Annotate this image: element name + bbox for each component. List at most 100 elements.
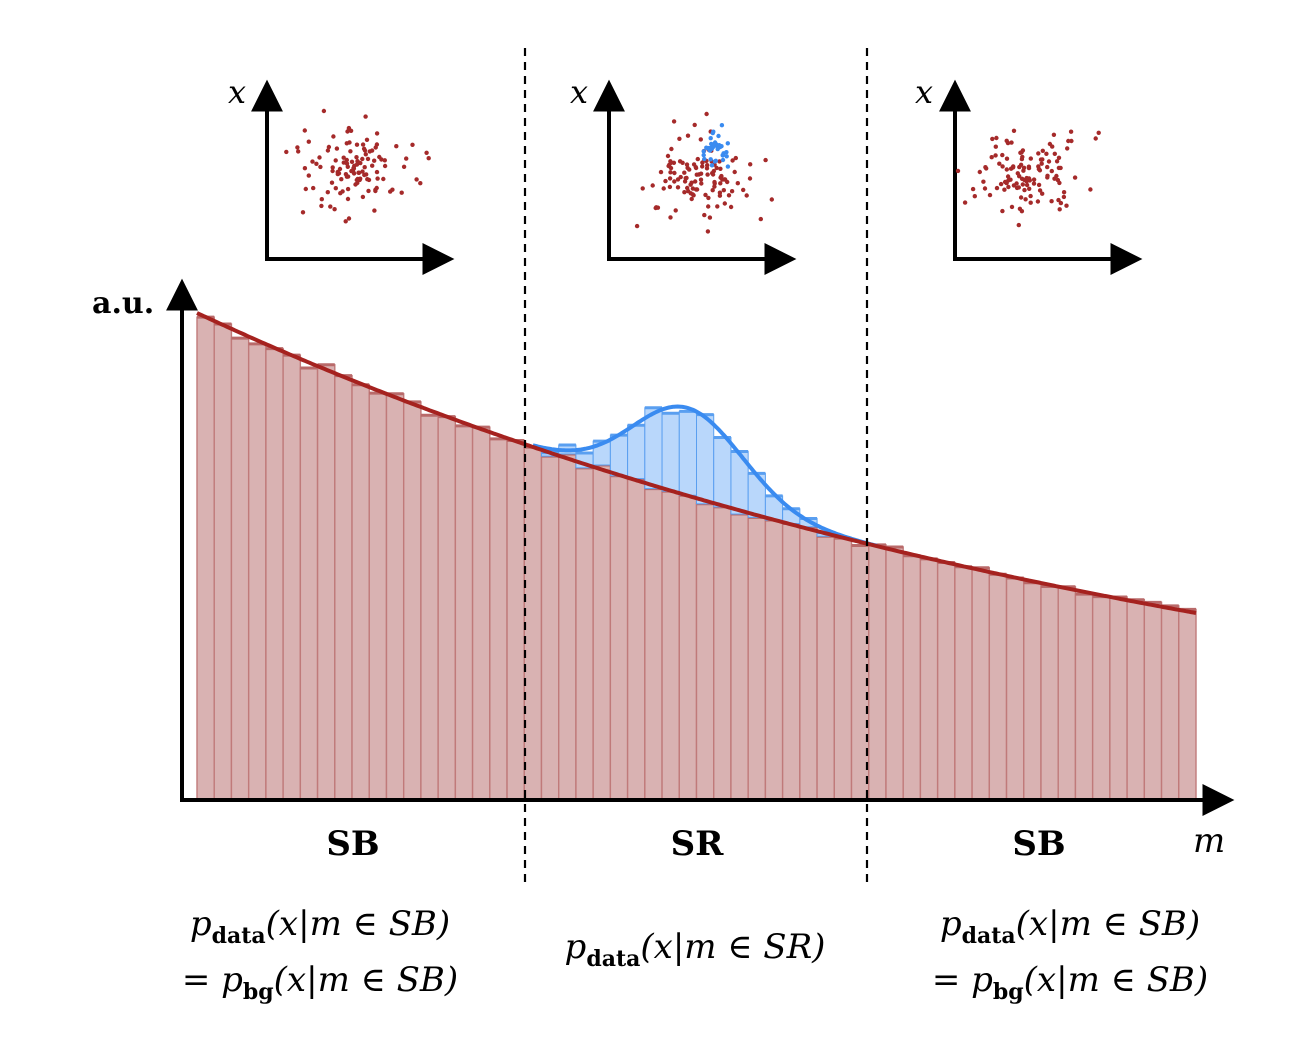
scatter-point [349, 168, 354, 174]
scatter-point [1022, 187, 1027, 193]
background-bin-19 [523, 446, 543, 801]
scatter-point [360, 169, 365, 174]
scatter-point [1046, 159, 1052, 164]
background-bin-26 [644, 487, 663, 801]
scatter-point [1056, 197, 1061, 203]
scatter-point [1023, 197, 1028, 202]
background-bin-1 [213, 323, 233, 801]
formula-left2-rest: (x|m ∈ SB) [273, 959, 459, 1000]
scatter-point [1027, 186, 1032, 191]
background-bin-55 [1143, 601, 1163, 801]
scatter-point [1036, 164, 1041, 169]
scatter-signal-point [709, 163, 715, 168]
x-axis-label: m [1193, 821, 1225, 861]
background-bin-7 [316, 364, 336, 801]
scatter-point [1064, 203, 1069, 208]
scatter-point [1058, 165, 1063, 171]
scatter-point [1061, 190, 1067, 195]
scatter-point [1028, 193, 1033, 199]
scatter-point [1036, 182, 1042, 188]
scatter-point [1024, 179, 1029, 184]
background-bin-21 [558, 453, 577, 801]
scatter-point [329, 180, 335, 185]
scatter-point [335, 169, 340, 175]
scatter-signal-point [716, 133, 721, 139]
scatter-point [683, 176, 688, 181]
scatter-point [1009, 140, 1014, 145]
scatter-point [1004, 180, 1009, 186]
background-bin-24 [609, 475, 629, 801]
scatter-point [758, 216, 763, 222]
scatter-point [1020, 182, 1025, 187]
scatter-point [354, 177, 359, 183]
scatter-point [369, 148, 375, 153]
scatter-signal-point [719, 123, 725, 128]
scatter-point [321, 108, 327, 114]
scatter-point [424, 150, 429, 155]
scatter-point [682, 190, 687, 195]
scatter-signal-point [725, 141, 730, 146]
background-fit-curve [196, 311, 1197, 615]
background-bin-16 [471, 426, 491, 801]
background-bin-42 [919, 558, 939, 801]
scatter-point [671, 119, 677, 124]
scatter-signal-point [713, 158, 718, 163]
scatter-point [339, 177, 344, 182]
scatter-point [1004, 167, 1009, 172]
scatter-point [362, 148, 368, 153]
scatter-point [710, 172, 716, 177]
scatter-signal-point [701, 149, 706, 154]
scatter-point [689, 196, 694, 202]
formula-signal-region: pdata(x|m ∈ SR) [520, 925, 870, 981]
scatter-point [763, 157, 768, 163]
scatter-point [330, 165, 335, 170]
scatter-point [303, 186, 308, 192]
scatter-point [705, 163, 710, 168]
scatter-point [317, 155, 322, 160]
scatter-point [1058, 200, 1064, 206]
background-bin-12 [402, 401, 422, 801]
background-bin-14 [437, 415, 457, 801]
scatter-point [717, 159, 722, 164]
scatter-point [693, 187, 699, 192]
scatter-point [665, 153, 671, 159]
scatter-point [685, 165, 690, 171]
scatter-point [732, 169, 737, 175]
scatter-point [319, 197, 324, 202]
background-bin-30 [713, 506, 732, 801]
scatter-point [1096, 130, 1101, 135]
background-bin-17 [489, 438, 508, 801]
region-label-signal-region: SR [671, 824, 725, 864]
scatter-point [319, 203, 324, 209]
scatter-point [673, 208, 678, 213]
scatter-point [735, 181, 740, 186]
signal-bin-28 [678, 410, 698, 496]
background-bin-27 [661, 490, 680, 801]
scatter-point [1028, 156, 1034, 161]
scatter-signal-point [720, 157, 726, 163]
scatter-point [365, 156, 371, 162]
scatter-point [710, 188, 715, 193]
scatter-point [703, 192, 708, 198]
scatter-point [374, 169, 380, 175]
background-bin-3 [247, 343, 267, 801]
background-bin-28 [678, 494, 698, 801]
scatter-point [666, 163, 671, 169]
scatter-point [707, 215, 713, 220]
scatter-point [401, 164, 407, 169]
scatter-point [997, 161, 1002, 166]
background-bin-15 [454, 425, 474, 801]
scatter-point [310, 159, 315, 164]
scatter-point [1017, 206, 1023, 211]
scatter-point [1066, 138, 1071, 144]
scatter-point [1069, 138, 1074, 144]
inset-scatter-left: x [228, 73, 455, 275]
scatter-point [348, 128, 354, 133]
background-bin-44 [954, 566, 973, 801]
scatter-point [685, 185, 690, 191]
scatter-point [998, 181, 1004, 187]
scatter-point [1049, 168, 1055, 174]
scatter-point [993, 144, 998, 149]
scatter-point [728, 204, 734, 210]
